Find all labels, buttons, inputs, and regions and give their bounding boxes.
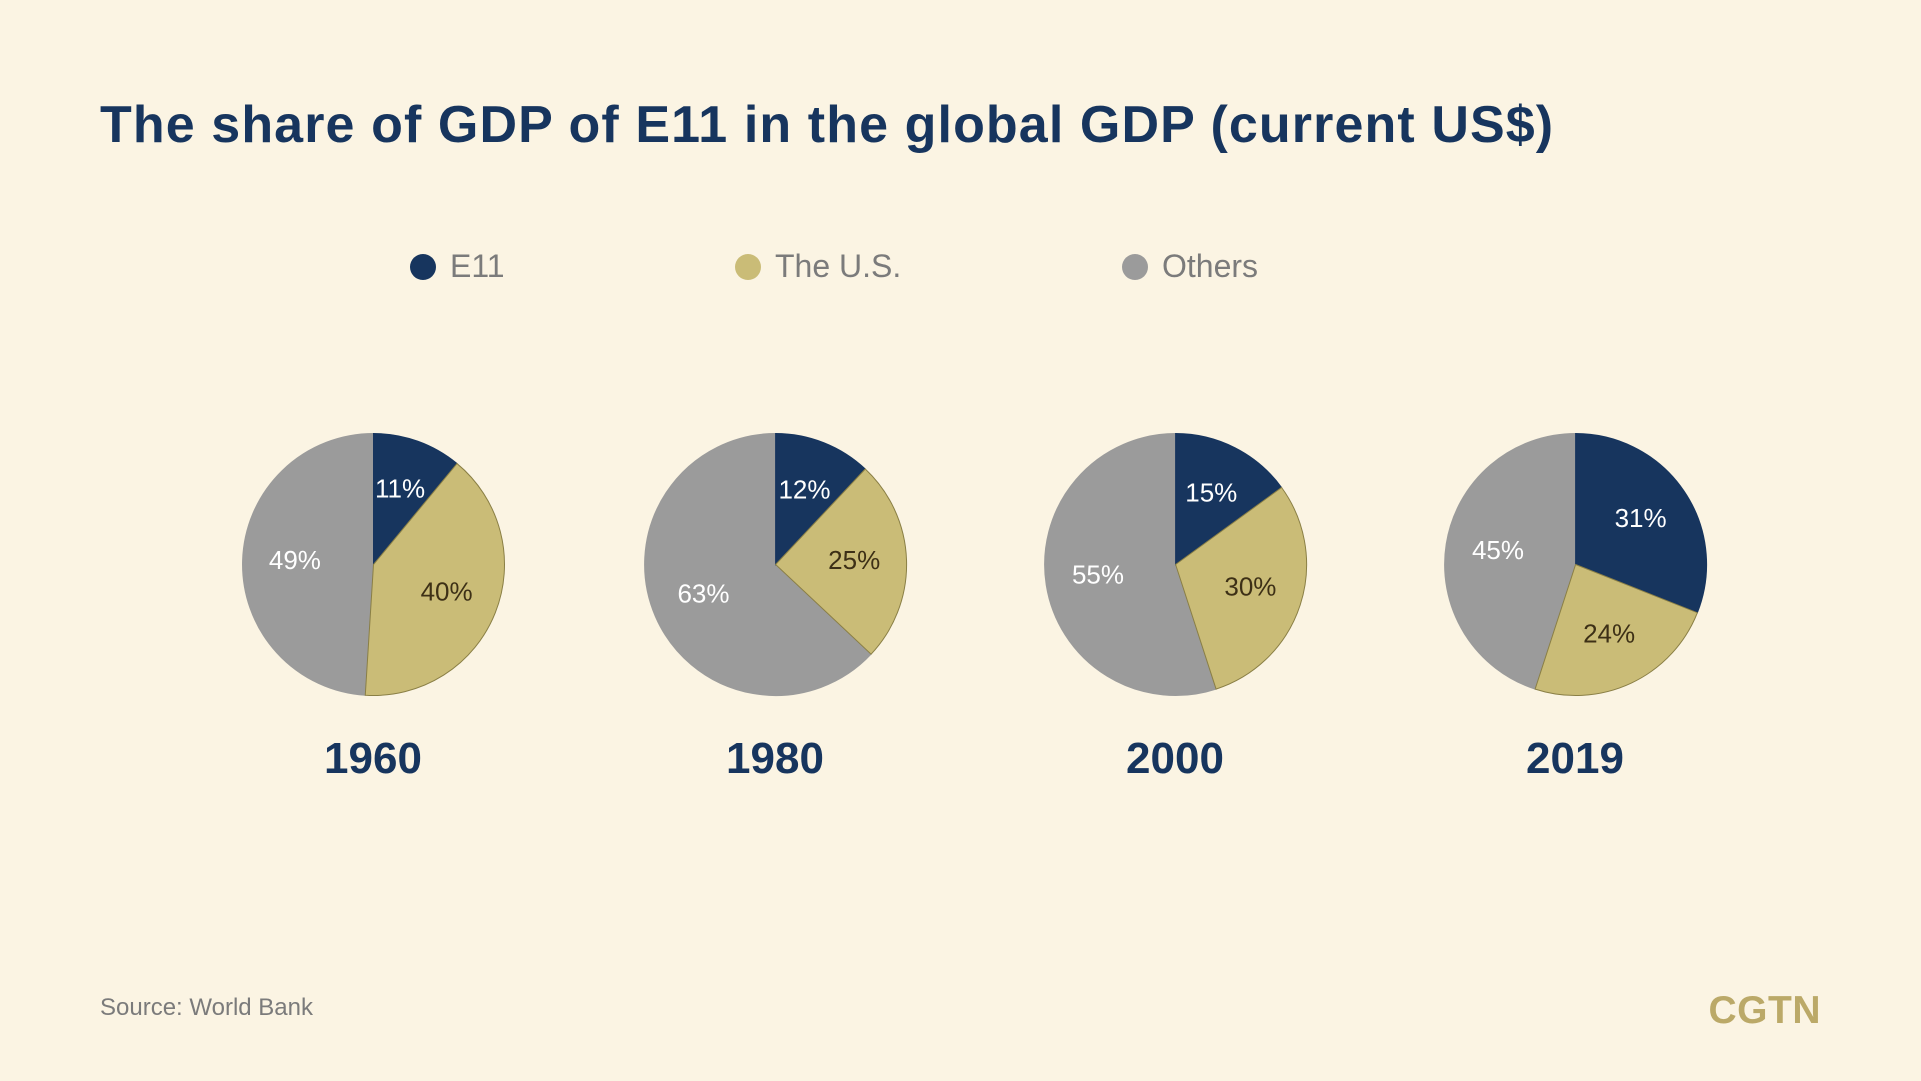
svg-text:40%: 40% — [421, 576, 473, 606]
svg-text:63%: 63% — [677, 579, 729, 609]
svg-text:24%: 24% — [1583, 618, 1635, 648]
svg-text:49%: 49% — [269, 545, 321, 575]
svg-text:11%: 11% — [375, 473, 425, 503]
svg-text:25%: 25% — [828, 545, 880, 575]
svg-text:30%: 30% — [1224, 572, 1276, 602]
svg-text:31%: 31% — [1615, 503, 1667, 533]
svg-text:15%: 15% — [1185, 477, 1237, 507]
svg-text:55%: 55% — [1072, 560, 1124, 590]
svg-text:45%: 45% — [1472, 535, 1524, 565]
svg-text:12%: 12% — [778, 474, 830, 504]
